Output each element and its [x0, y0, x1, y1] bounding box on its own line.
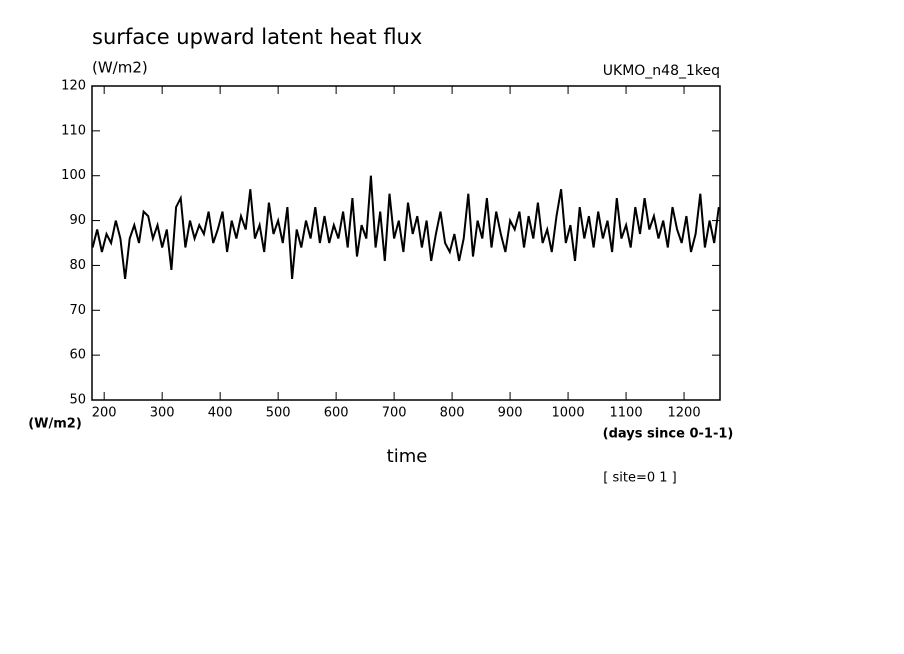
- y-tick-label: 120: [61, 79, 86, 94]
- x-tick-label: 400: [208, 406, 233, 421]
- annotation: [ site=0 1 ]: [603, 471, 676, 486]
- y-tick-label: 100: [61, 168, 86, 183]
- y-tick-label: 90: [69, 213, 86, 228]
- x-unit: (days since 0-1-1): [603, 427, 734, 442]
- y-unit: (W/m2): [92, 59, 148, 77]
- model-label: UKMO_n48_1keq: [603, 63, 720, 79]
- x-tick-label: 500: [266, 406, 291, 421]
- y-tick-label: 70: [69, 303, 86, 318]
- data-line: [91, 175, 720, 280]
- plot-frame: [91, 85, 721, 401]
- chart-title: surface upward latent heat flux: [92, 25, 422, 49]
- x-tick-label: 700: [382, 406, 407, 421]
- y-tick-label: 110: [61, 123, 86, 138]
- x-axis-title: time: [387, 446, 428, 467]
- x-tick-label: 900: [498, 406, 523, 421]
- y-tick-label: 50: [69, 393, 86, 408]
- y-tick-label: 60: [69, 348, 86, 363]
- x-tick-label: 1100: [610, 406, 643, 421]
- y-unit: (W/m2): [28, 417, 82, 432]
- x-tick-label: 600: [324, 406, 349, 421]
- x-tick-label: 1000: [552, 406, 585, 421]
- y-tick-label: 80: [69, 258, 86, 273]
- x-tick-label: 300: [150, 406, 175, 421]
- x-tick-label: 200: [92, 406, 117, 421]
- x-tick-label: 800: [440, 406, 465, 421]
- x-tick-label: 1200: [668, 406, 701, 421]
